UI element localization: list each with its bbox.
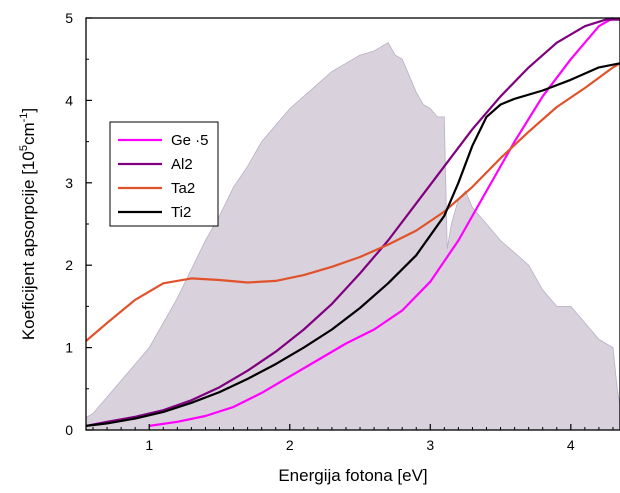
- y-tick-label: 3: [65, 175, 73, 191]
- series-line-0: [149, 17, 614, 427]
- legend-label: Al2: [171, 156, 193, 173]
- y-axis-title-main: Koeficijent apsorpcije [10: [19, 151, 38, 340]
- y-axis-title: Koeficijent apsorpcije [105cm-1]: [18, 108, 38, 340]
- legend-label: Ta2: [171, 180, 195, 197]
- y-axis-title-mid: cm: [19, 122, 38, 145]
- x-tick-label: 3: [426, 437, 434, 453]
- solar-spectrum-area: [85, 42, 620, 431]
- series-line-2: [85, 62, 620, 342]
- x-tick-label: 1: [145, 437, 153, 453]
- plot-area: [85, 17, 620, 431]
- x-tick-label: 4: [567, 437, 575, 453]
- y-tick-label: 1: [65, 340, 73, 356]
- y-tick-label: 4: [65, 92, 73, 108]
- series-line-1: [85, 18, 620, 427]
- y-tick-label: 2: [65, 257, 73, 273]
- legend: Ge ·5 Al2 Ta2 Ti2: [109, 121, 219, 227]
- y-axis-title-sup2: -1: [18, 113, 30, 123]
- y-axis-title-sup1: 5: [18, 145, 30, 151]
- legend-label: Ti2: [171, 204, 191, 221]
- y-tick-label: 0: [65, 422, 73, 438]
- y-tick-label: 5: [65, 10, 73, 26]
- axis-ticks: 1 2 3 4 0 1 2 3 4 5: [65, 10, 614, 453]
- x-axis-title: Energija fotona [eV]: [278, 466, 427, 485]
- series-line-3: [85, 62, 620, 427]
- legend-label: Ge ·5: [171, 132, 209, 149]
- x-tick-label: 2: [286, 437, 294, 453]
- y-axis-title-end: ]: [19, 108, 38, 113]
